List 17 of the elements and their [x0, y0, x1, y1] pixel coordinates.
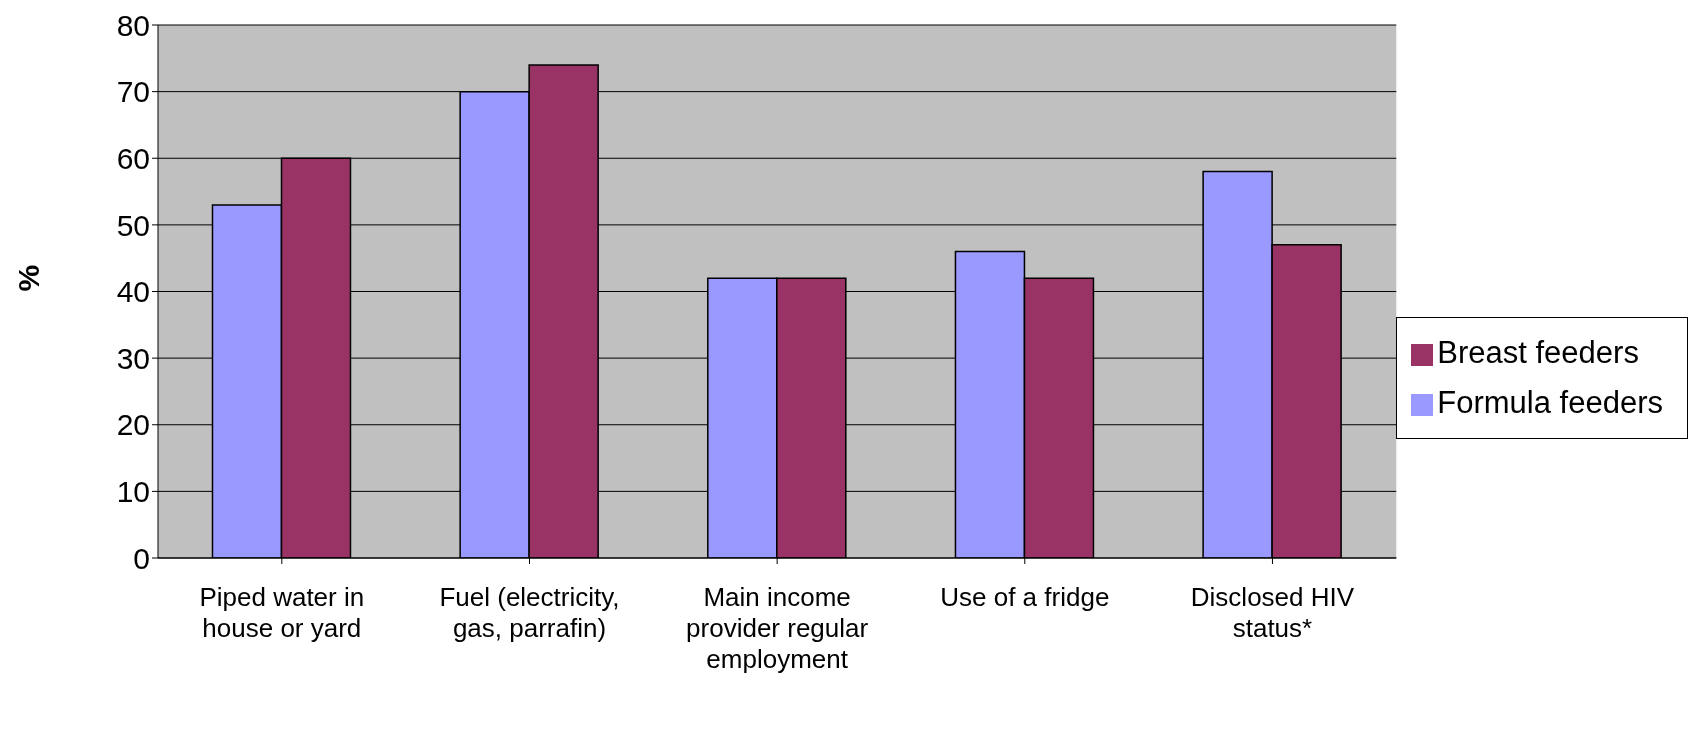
y-tick-label: 20 [116, 408, 150, 442]
y-tick-label: 80 [116, 8, 150, 42]
y-tick-label: 10 [116, 475, 150, 509]
legend-label: Formula feeders [1437, 385, 1663, 420]
x-tick-label: Piped water in house or yard [199, 582, 365, 643]
y-tick-label: 0 [133, 541, 150, 575]
y-tick-label: 40 [116, 275, 150, 309]
x-tick-label: Disclosed HIV status* [1190, 582, 1355, 643]
y-tick-label: 70 [116, 75, 150, 109]
legend-label: Breast feeders [1437, 335, 1639, 370]
y-tick-label: 50 [116, 208, 150, 242]
y-axis-title: % [11, 264, 45, 292]
y-tick-label: 30 [116, 341, 150, 375]
x-tick-label: Fuel (electricity, gas, parrafin) [439, 582, 620, 643]
y-tick-label: 60 [116, 141, 150, 175]
x-tick-label: Main income provider regular employment [686, 582, 869, 674]
x-tick-label: Use of a fridge [940, 582, 1110, 612]
